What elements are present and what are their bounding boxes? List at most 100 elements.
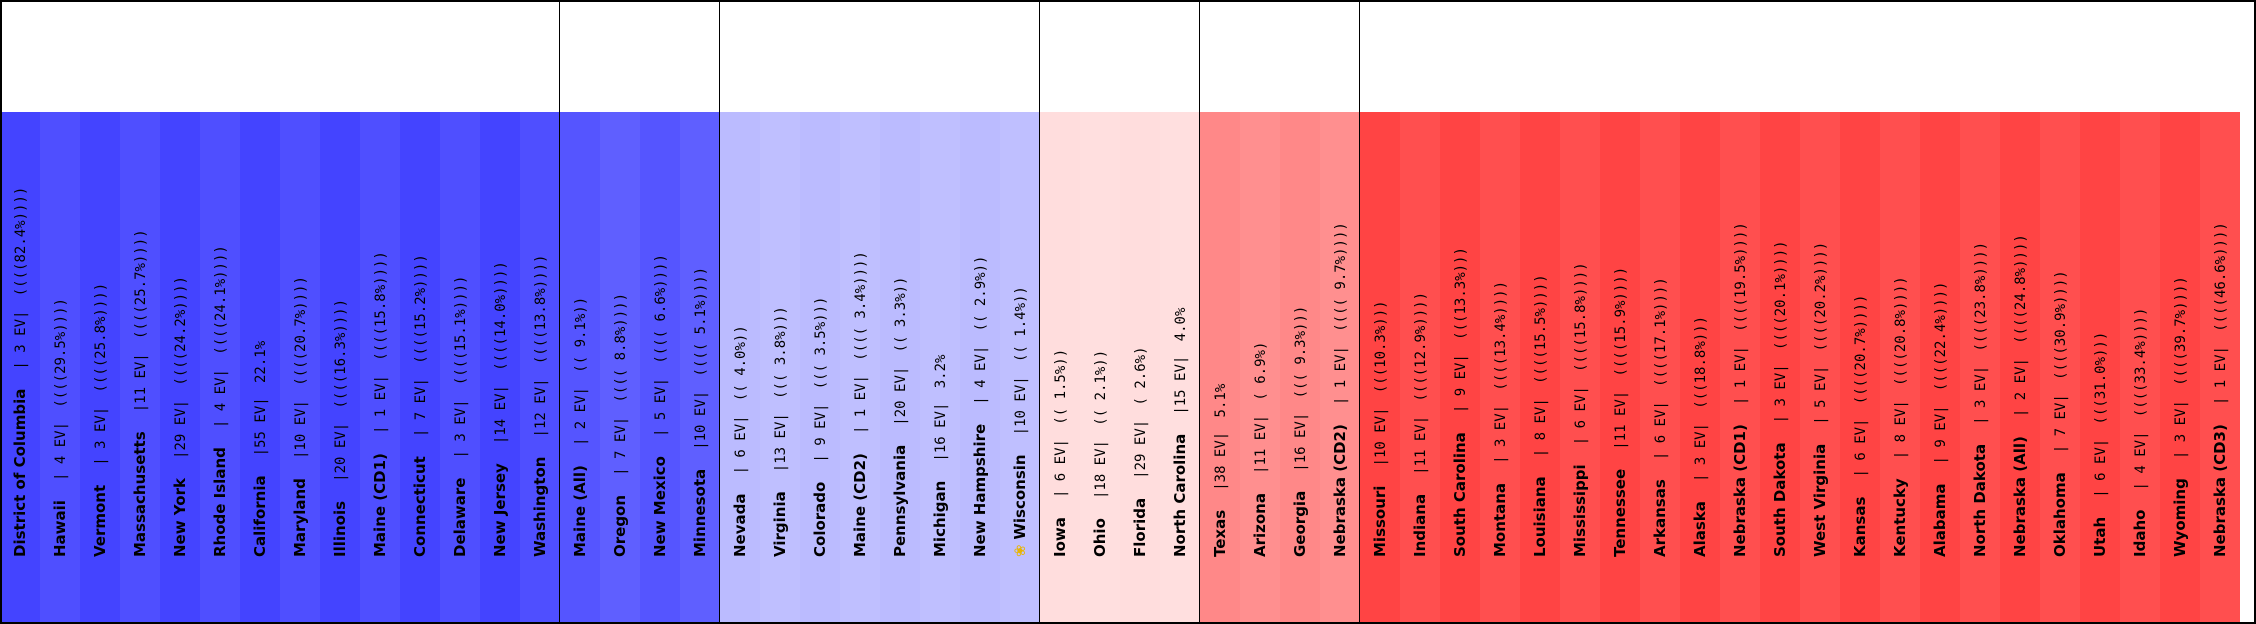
state-ev: | 5 EV| (1813, 365, 1829, 425)
state-label: Nebraska (CD1) | 1 EV| ((((19.5%)))) (1731, 222, 1750, 557)
state-label: North Dakota | 3 EV| ((((23.8%)))) (1971, 242, 1990, 557)
group-solid-trump: Missouri |10 EV| (((10.3%))) Indiana |11 … (1360, 0, 2256, 624)
state-ev: |38 EV| (1213, 431, 1229, 491)
state-margin: (((10.3%))) (1373, 300, 1389, 394)
state-column: Kansas | 6 EV| ((((20.7%)))) (1840, 112, 1880, 624)
state-ev: |16 EV| (933, 402, 949, 462)
group-header (0, 0, 560, 112)
state-margin: ((((24.2%)))) (173, 276, 189, 386)
state-name: Virginia (771, 491, 789, 557)
state-margin: (( 1.4%)) (1013, 286, 1029, 362)
state-margin: (((18.8%))) (1693, 315, 1709, 409)
state-name: Alaska (1691, 501, 1709, 557)
state-margin: (((( 6.6%)))) (653, 254, 669, 364)
state-ev: | 6 EV| (1053, 439, 1069, 499)
state-label: Nebraska (CD2) | 1 EV| (((( 9.7%)))) (1331, 222, 1350, 557)
state-margin: (((31.0%))) (2093, 331, 2109, 425)
state-margin: ((((17.1%)))) (1653, 277, 1669, 387)
state-column: North Dakota | 3 EV| ((((23.8%)))) (1960, 112, 2000, 624)
state-ev: |10 EV| (1013, 376, 1029, 436)
state-column: Nebraska (CD1) | 1 EV| ((((19.5%)))) (1720, 112, 1760, 624)
state-margin: ((((15.2%)))) (413, 254, 429, 364)
state-label: Oregon | 7 EV| (((( 8.8%)))) (611, 293, 630, 557)
state-margin: ((( 3.5%))) (813, 296, 829, 390)
state-column: Nebraska (CD3) | 1 EV| ((((46.6%)))) (2200, 112, 2240, 624)
state-ev: |14 EV| (493, 385, 509, 445)
group-strong-trump: Texas |38 EV| 5.1% Arizona |11 EV| ( 6.9%… (1200, 0, 1360, 624)
state-label: ❀ Wisconsin |10 EV| (( 1.4%)) (1011, 286, 1030, 557)
state-column: Hawaii | 4 EV| ((((29.5%)))) (40, 112, 80, 624)
state-name: Missouri (1371, 485, 1389, 557)
state-ev: |55 EV| (253, 397, 269, 457)
state-name: Tennessee (1611, 468, 1629, 557)
state-name: Oklahoma (2051, 472, 2069, 557)
state-label: Nebraska (CD3) | 1 EV| ((((46.6%)))) (2211, 222, 2230, 557)
state-name: Delaware (451, 477, 469, 557)
state-name: Oregon (611, 494, 629, 557)
state-ev: | 2 EV| (2013, 358, 2029, 418)
state-ev: | 9 EV| (1453, 354, 1469, 414)
state-column: Arkansas | 6 EV| ((((17.1%)))) (1640, 112, 1680, 624)
state-margin: ((((15.8%)))) (1573, 262, 1589, 372)
state-name: Mississippi (1571, 464, 1589, 557)
state-name: Colorado (811, 481, 829, 557)
state-name: Rhode Island (211, 447, 229, 557)
state-ev: |20 EV| (893, 366, 909, 426)
state-name: Arizona (1251, 493, 1269, 557)
state-margin: 3.2% (933, 354, 949, 389)
state-label: Louisiana | 8 EV| ((((15.5%)))) (1531, 274, 1550, 557)
group-header (720, 0, 1040, 112)
state-column: California |55 EV| 22.1% (240, 112, 280, 624)
state-ev: |10 EV| (693, 390, 709, 450)
state-column: Alabama | 9 EV| ((((22.4%)))) (1920, 112, 1960, 624)
state-ev: | 6 EV| (2093, 438, 2109, 498)
state-name: Kansas (1851, 496, 1869, 557)
state-column: Montana | 3 EV| ((((13.4%)))) (1480, 112, 1520, 624)
state-ev: |11 EV| (1413, 415, 1429, 475)
state-label: New Mexico | 5 EV| (((( 6.6%)))) (651, 254, 670, 557)
state-ev: |18 EV| (1093, 440, 1109, 500)
state-name: Nebraska (CD3) (2211, 424, 2229, 557)
state-ev: | 4 EV| (2133, 431, 2149, 491)
state-label: Arkansas | 6 EV| ((((17.1%)))) (1651, 277, 1670, 557)
state-ev: |16 EV| (1293, 412, 1309, 472)
state-name: Massachusetts (131, 431, 149, 557)
state-column: Vermont | 3 EV| ((((25.8%)))) (80, 112, 120, 624)
state-column: Nevada | 6 EV| (( 4.0%)) (720, 112, 760, 624)
state-label: Georgia |16 EV| ((( 9.3%))) (1291, 306, 1310, 557)
state-name: Illinois (331, 500, 349, 557)
state-column: Arizona |11 EV| ( 6.9%) (1240, 112, 1280, 624)
state-label: Minnesota |10 EV| (((( 5.1%)))) (691, 267, 710, 557)
group-header (560, 0, 720, 112)
state-label: West Virginia | 5 EV| ((((20.2%)))) (1811, 242, 1830, 557)
state-margin: ((((20.7%)))) (1853, 294, 1869, 405)
state-name: Nebraska (CD2) (1331, 424, 1349, 557)
state-margin: ((((20.1%)))) (1773, 240, 1789, 350)
state-margin: (((( 8.8%)))) (613, 292, 629, 403)
state-label: Maine (All) | 2 EV| (( 9.1%)) (571, 297, 590, 557)
state-ev: | 1 EV| (1333, 346, 1349, 406)
state-margin: ((( 3.8%))) (773, 306, 789, 399)
state-column: Texas |38 EV| 5.1% (1200, 112, 1240, 624)
state-column: Delaware | 3 EV| ((((15.1%)))) (440, 112, 480, 624)
state-ev: | 8 EV| (1533, 398, 1549, 458)
state-name: Idaho (2131, 509, 2149, 557)
state-label: Illinois |20 EV| ((((16.3%)))) (331, 299, 350, 557)
state-column: Pennsylvania |20 EV| (( 3.3%)) (880, 112, 920, 624)
state-ev: | 4 EV| (973, 345, 989, 405)
state-margin: ((((15.9%)))) (1613, 266, 1629, 377)
state-margin: ((((24.1%)))) (213, 245, 229, 355)
state-ev: | 7 EV| (613, 416, 629, 476)
state-ev: | 1 EV| (2213, 346, 2229, 406)
state-label: Alabama | 9 EV| ((((22.4%)))) (1931, 282, 1950, 557)
state-name: Indiana (1411, 493, 1429, 557)
state-name: Utah (2091, 516, 2109, 557)
state-margin: 22.1% (253, 340, 269, 383)
state-column: Iowa | 6 EV| (( 1.5%)) (1040, 112, 1080, 624)
group-weak-harris: Nevada | 6 EV| (( 4.0%)) Virginia |13 EV|… (720, 0, 1040, 624)
state-name: North Carolina (1171, 433, 1189, 557)
state-ev: |29 EV| (1133, 419, 1149, 479)
state-ev: |11 EV| (133, 353, 149, 413)
state-column: West Virginia | 5 EV| ((((20.2%)))) (1800, 112, 1840, 624)
state-ev: | 5 EV| (653, 377, 669, 437)
